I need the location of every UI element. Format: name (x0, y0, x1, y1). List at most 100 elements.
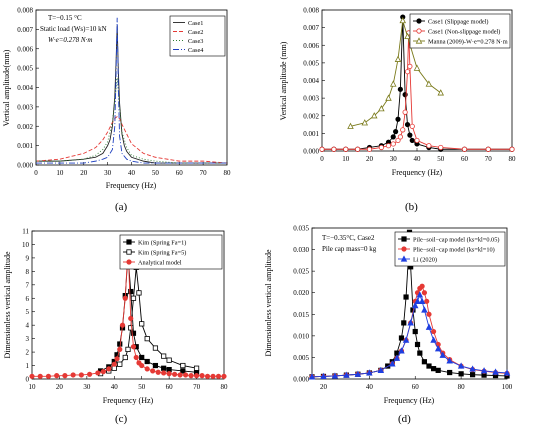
y-tick-label-c: 9 (26, 254, 30, 262)
data-point-c-2 (210, 373, 216, 379)
data-point-d-2 (377, 366, 385, 373)
legend-box-b (409, 13, 511, 49)
data-point-d-2 (331, 372, 339, 379)
data-point-c-1 (130, 295, 137, 301)
data-point-c-2 (183, 372, 189, 378)
y-tick-label-c: 3 (26, 335, 30, 343)
data-point-c-2 (172, 371, 178, 377)
x-tick-label-d: 40 (366, 383, 374, 391)
data-point-c-2 (29, 373, 35, 379)
data-point-c-1 (122, 354, 128, 361)
y-tick-label-b: 0.003 (303, 95, 319, 103)
data-point-d-2 (469, 365, 476, 372)
x-tick-label-b: 10 (342, 155, 350, 163)
y-tick-label-a: 0.006 (17, 45, 33, 53)
data-point-c-1 (166, 357, 172, 363)
y-tick-label-b: 0.000 (303, 148, 319, 156)
y-tick-label-a: 0.003 (17, 103, 33, 111)
data-point-b-1 (414, 137, 420, 144)
y-tick-label-a: 0.004 (17, 84, 33, 92)
legend-label-c-2: Analytical model (138, 259, 182, 266)
y-tick-label-c: 0 (26, 376, 30, 384)
x-axis-label-b: Frequency (Hz) (392, 168, 443, 177)
data-point-c-2 (144, 366, 150, 372)
data-point-d-2 (402, 336, 410, 343)
data-point-b-1 (385, 143, 392, 149)
x-tick-label-a: 20 (80, 169, 88, 177)
series-line-d-2 (311, 293, 508, 378)
x-tick-label-a: 40 (128, 169, 136, 177)
data-point-c-2 (114, 356, 120, 362)
data-point-c-2 (139, 362, 145, 369)
data-point-d-0 (412, 328, 418, 335)
series-line-d-1 (311, 285, 508, 378)
data-point-d-0 (458, 371, 464, 377)
legend-label-b-2: Manna (2009)-W·e=0.278 N·m (428, 38, 508, 45)
data-point-c-1 (180, 362, 186, 369)
data-point-b-0 (404, 121, 411, 128)
data-point-c-2 (166, 371, 172, 377)
legend-marker-c-1 (126, 249, 132, 255)
data-point-c-2 (70, 372, 76, 378)
data-point-d-2 (320, 372, 327, 380)
legend-label-a-3: Case4 (188, 47, 204, 54)
data-point-d-0 (414, 341, 421, 348)
y-tick-label-b: 0.005 (303, 59, 319, 67)
x-tick-label-b: 20 (366, 155, 374, 163)
y-tick-label-c: 7 (26, 281, 30, 289)
data-point-b-1 (438, 144, 444, 151)
data-point-b-2 (425, 80, 433, 87)
data-point-d-2 (457, 362, 465, 369)
data-point-d-2 (308, 373, 316, 380)
data-point-d-1 (421, 290, 428, 296)
data-point-b-1 (366, 146, 373, 152)
x-tick-label-d: 20 (320, 383, 328, 391)
x-tick-label-c: 70 (193, 383, 201, 391)
data-point-c-2 (155, 369, 161, 375)
legend-label-a-2: Case3 (188, 38, 203, 45)
data-point-d-1 (430, 328, 437, 335)
legend-marker-b-0 (416, 18, 422, 24)
data-point-b-0 (393, 129, 399, 135)
data-point-b-1 (509, 146, 515, 152)
x-tick-label-a: 60 (176, 169, 184, 177)
data-point-b-1 (331, 146, 337, 152)
data-point-d-1 (426, 311, 432, 317)
panel-c: 10 20 30 40 50 60 70 80 0 1 2 3 4 5 6 7 8 9 10 11 Kim (Sprin… (3, 228, 228, 426)
data-point-d-1 (424, 298, 430, 304)
data-point-c-1 (161, 353, 167, 359)
data-point-c-2 (122, 295, 128, 301)
annotation-d-1: Pile cap mass=0 kg (322, 245, 377, 253)
data-point-c-1 (144, 336, 150, 342)
legend-box-d (394, 231, 506, 267)
data-point-c-2 (95, 370, 101, 376)
y-tick-label-d: 0.025 (293, 268, 309, 276)
x-tick-label-c: 40 (111, 383, 119, 391)
panel-a: 0 10 20 30 40 50 60 70 80 0.000 0.001 0.002 0.003 0.0… (2, 7, 231, 214)
data-point-c-2 (37, 373, 43, 379)
panel-label-c: (c) (115, 413, 128, 425)
y-tick-label-d: 0.015 (293, 311, 309, 319)
data-point-b-1 (461, 146, 468, 152)
legend-marker-c-2 (126, 259, 132, 265)
data-point-d-2 (439, 351, 447, 358)
x-tick-label-c: 30 (83, 383, 91, 391)
legend-label-c-0: Kim (Spring Fa=1) (138, 239, 186, 246)
data-point-b-0 (395, 116, 401, 122)
data-point-d-0 (401, 320, 407, 326)
data-point-c-2 (45, 373, 52, 379)
y-tick-label-d: 0.005 (293, 354, 309, 362)
x-tick-label-c: 10 (29, 383, 37, 391)
data-point-c-0 (128, 288, 134, 295)
legend-label-b-0: Case1 (Slippage model) (428, 18, 489, 25)
legend-label-c-1: Kim (Spring Fa=5) (138, 249, 186, 256)
data-point-d-0 (469, 372, 476, 378)
data-point-b-1 (378, 144, 384, 151)
data-point-c-2 (133, 354, 139, 361)
data-point-c-2 (150, 368, 156, 374)
legend-marker-b-2 (415, 37, 423, 44)
annotation-d-0: T=−0.35°C, Case2 (322, 234, 375, 242)
x-axis-label-a: Frequency (Hz) (106, 181, 157, 190)
data-point-b-2 (389, 80, 397, 87)
